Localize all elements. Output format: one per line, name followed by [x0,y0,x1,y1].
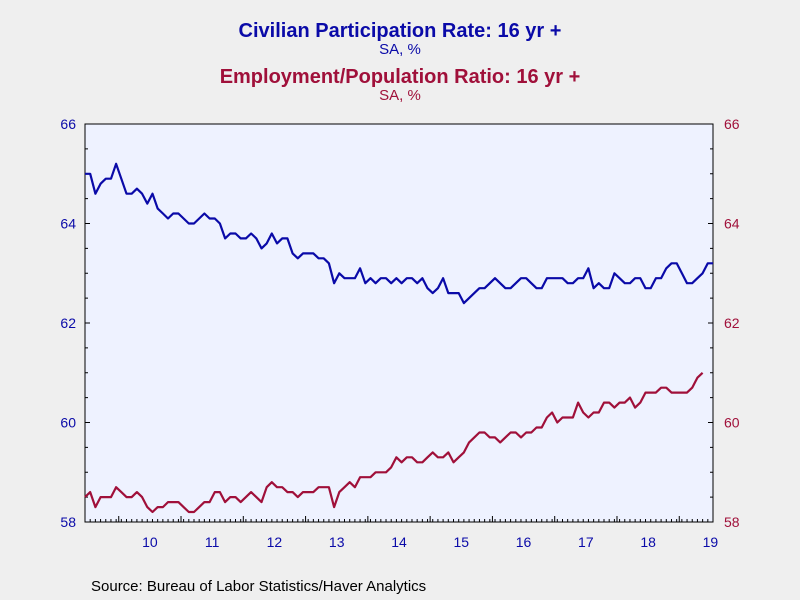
x-tick-label: 15 [453,534,469,550]
source-note: Source: Bureau of Labor Statistics/Haver… [91,578,427,595]
x-tick-label: 17 [578,534,594,550]
y-left-tick-label: 64 [60,216,76,232]
y-right-tick-label: 60 [724,415,740,431]
series1-unit: SA, % [379,41,421,58]
y-left-tick-label: 66 [60,116,76,132]
x-tick-label: 12 [267,534,283,550]
x-tick-label: 16 [516,534,532,550]
y-right-tick-label: 66 [724,116,740,132]
y-left-tick-label: 58 [60,514,76,530]
y-left-tick-label: 60 [60,415,76,431]
y-left-tick-label: 62 [60,315,76,331]
series1-title: Civilian Participation Rate: 16 yr + [238,20,562,42]
y-right-tick-label: 64 [724,216,740,232]
series-employment-ratio-line [84,371,704,514]
y-right-tick-label: 62 [724,315,740,331]
x-tick-label: 11 [205,534,220,550]
series2-unit: SA, % [379,87,421,104]
plot-area [84,123,714,523]
x-tick-label: 19 [703,534,719,550]
x-tick-label: 18 [640,534,656,550]
y-right-tick-label: 58 [724,514,740,530]
series-participation-rate-line [85,162,713,305]
x-tick-label: 14 [391,534,407,550]
x-tick-label: 10 [142,534,158,550]
series2-title: Employment/Population Ratio: 16 yr + [219,66,581,88]
x-tick-label: 13 [329,534,345,550]
